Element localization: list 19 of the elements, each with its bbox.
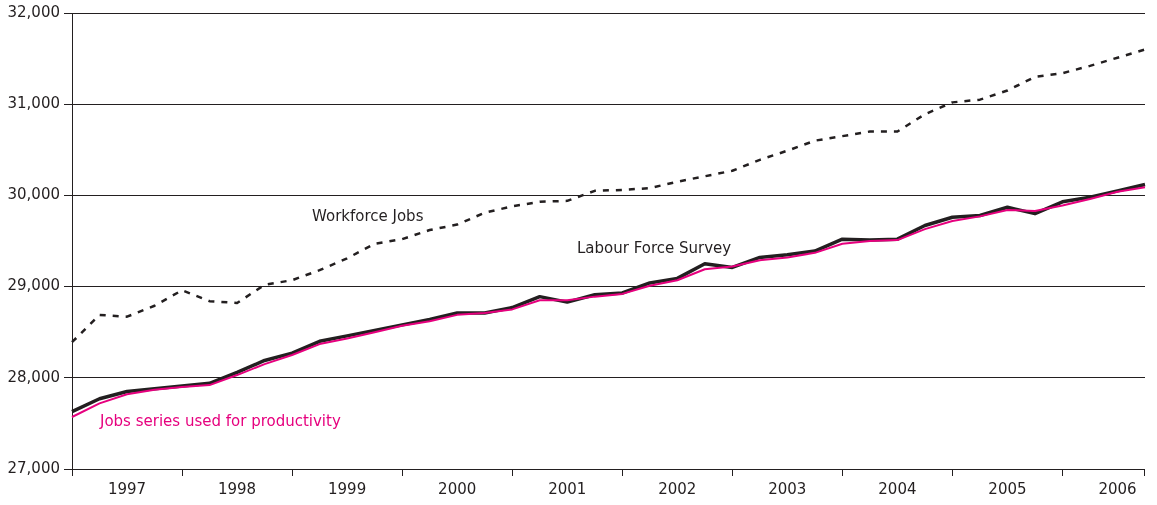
y-tick-label: 27,000 — [7, 458, 60, 477]
x-tick-label: 1999 — [328, 479, 367, 498]
series-label: Jobs series used for productivity — [99, 411, 341, 430]
x-tick-label: 1998 — [217, 479, 257, 498]
x-tick-label: 2003 — [768, 479, 807, 498]
y-tick-label: 30,000 — [7, 185, 60, 204]
y-tick-label: 32,000 — [7, 2, 60, 21]
x-tick-label: 2002 — [658, 479, 697, 498]
x-tick-label: 2004 — [878, 479, 917, 498]
x-tick-label: 2005 — [988, 479, 1027, 498]
x-tick-label: 1997 — [107, 479, 147, 498]
x-tick-label: 2000 — [438, 479, 477, 498]
y-tick-label: 29,000 — [7, 276, 60, 295]
y-tick-label: 28,000 — [7, 367, 60, 386]
x-tick-label: 2006 — [1098, 479, 1137, 498]
y-tick-label: 31,000 — [7, 94, 60, 113]
x-tick-label: 2001 — [548, 479, 587, 498]
series-label: Workforce Jobs — [312, 206, 424, 225]
series-label: Labour Force Survey — [577, 238, 732, 257]
